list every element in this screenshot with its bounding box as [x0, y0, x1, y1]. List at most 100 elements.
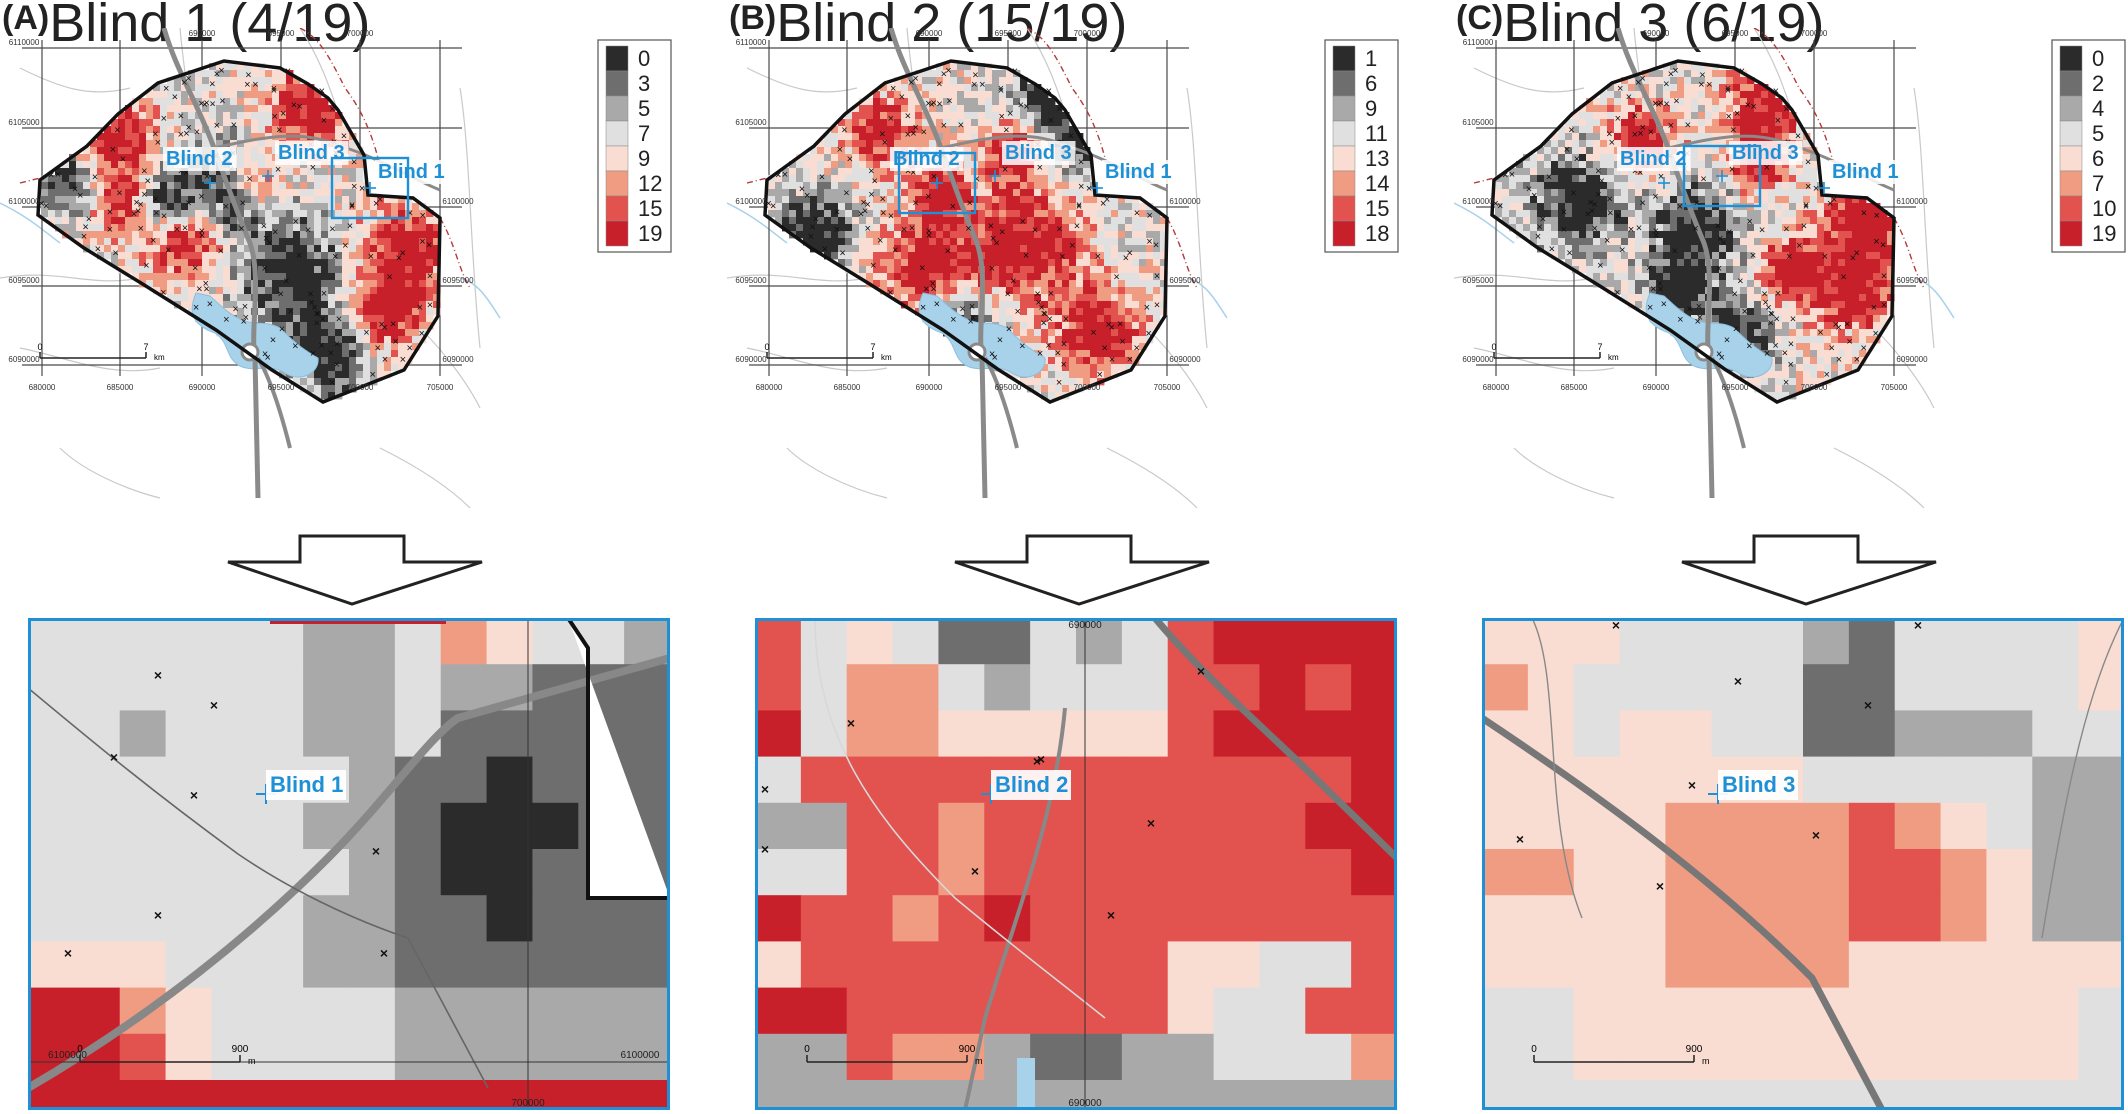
sample-point: ×	[270, 334, 276, 346]
heat-cell	[1509, 203, 1517, 211]
heat-cell	[237, 203, 245, 211]
heat-cell	[1132, 266, 1140, 274]
heat-cell	[1153, 210, 1161, 218]
heat-cell	[209, 119, 217, 127]
heat-cell	[188, 140, 196, 148]
heat-cell	[132, 266, 140, 274]
sample-point: ×	[203, 98, 209, 110]
heat-cell	[1097, 252, 1105, 260]
heat-cell	[146, 154, 154, 162]
heat-cell	[300, 112, 308, 120]
zoom-heat-cell	[892, 756, 940, 804]
heat-cell	[125, 189, 133, 197]
heat-cell	[915, 294, 923, 302]
heat-cell	[1537, 182, 1545, 190]
heat-cell	[943, 182, 951, 190]
heat-cell	[880, 105, 888, 113]
heat-cell	[1125, 336, 1133, 344]
zoom-heat-cell	[755, 664, 802, 711]
sample-point: ×	[775, 170, 781, 182]
heat-cell	[915, 182, 923, 190]
minor-road	[19, 67, 131, 93]
heat-cell	[1733, 105, 1741, 113]
heat-cell	[1635, 126, 1643, 134]
heat-cell	[1698, 70, 1706, 78]
heat-cell	[174, 252, 182, 260]
heat-cell	[265, 273, 273, 281]
heat-cell	[251, 91, 259, 99]
heat-cell	[1684, 70, 1692, 78]
heat-cell	[1104, 245, 1112, 253]
heat-cell	[377, 357, 385, 365]
heat-cell	[244, 182, 252, 190]
sample-point: ×	[349, 199, 355, 211]
sample-point: ×	[296, 250, 302, 262]
heat-cell	[992, 301, 1000, 309]
heat-cell	[929, 182, 937, 190]
sample-point: ×	[214, 120, 220, 132]
heat-cell	[1062, 364, 1070, 372]
heat-cell	[936, 231, 944, 239]
heat-cell	[971, 315, 979, 323]
heat-cell	[908, 287, 916, 295]
heat-cell	[1104, 364, 1112, 372]
heat-cell	[908, 259, 916, 267]
heat-cell	[894, 126, 902, 134]
heat-cell	[328, 343, 336, 351]
heat-cell	[412, 238, 420, 246]
heat-cell	[237, 308, 245, 316]
heat-cell	[1684, 126, 1692, 134]
sample-point: ×	[1078, 181, 1084, 193]
minor-road	[1186, 87, 1208, 349]
zoom-heat-cell	[532, 987, 579, 1035]
zoom-highway	[963, 707, 1067, 1110]
heat-cell	[1502, 196, 1510, 204]
sample-point: ×	[1119, 336, 1125, 348]
heat-cell	[936, 238, 944, 246]
heat-cell	[405, 245, 413, 253]
heat-cell	[272, 182, 280, 190]
heat-cell	[272, 189, 280, 197]
heat-cell	[957, 308, 965, 316]
heat-cell	[342, 273, 350, 281]
heat-cell	[321, 301, 329, 309]
heat-cell	[342, 133, 350, 141]
heat-cell	[1020, 98, 1028, 106]
heat-cell	[160, 203, 168, 211]
sample-point: ×	[926, 226, 932, 238]
heat-cell	[307, 210, 315, 218]
zoom-heat-cell	[486, 756, 534, 804]
heat-cell	[1125, 266, 1133, 274]
heat-cell	[971, 252, 979, 260]
heat-cell	[153, 189, 161, 197]
heat-cell	[258, 273, 266, 281]
heat-cell	[1677, 105, 1685, 113]
heat-cell	[915, 217, 923, 225]
heat-cell	[146, 147, 154, 155]
heat-cell	[796, 224, 804, 232]
heat-cell	[1118, 266, 1126, 274]
heat-cell	[279, 301, 287, 309]
heat-cell	[1055, 280, 1063, 288]
heat-cell	[300, 259, 308, 267]
heat-cell	[894, 217, 902, 225]
heat-cell	[132, 182, 140, 190]
heat-cell	[195, 273, 203, 281]
heat-cell	[1083, 364, 1091, 372]
sample-point: ×	[143, 260, 149, 272]
heat-cell	[412, 308, 420, 316]
heat-cell	[859, 210, 867, 218]
heat-cell	[964, 238, 972, 246]
heat-cell	[370, 217, 378, 225]
heat-cell	[132, 105, 140, 113]
heat-cell	[1048, 343, 1056, 351]
heat-cell	[160, 119, 168, 127]
zoom-heat-cell	[349, 1033, 396, 1081]
heat-cell	[363, 287, 371, 295]
heat-cell	[223, 119, 231, 127]
heat-cell	[943, 119, 951, 127]
y-tick-label-right: 6100000	[1169, 197, 1201, 206]
heat-cell	[971, 133, 979, 141]
zoom-heat-cell	[257, 710, 304, 758]
legend-swatch	[605, 220, 629, 247]
